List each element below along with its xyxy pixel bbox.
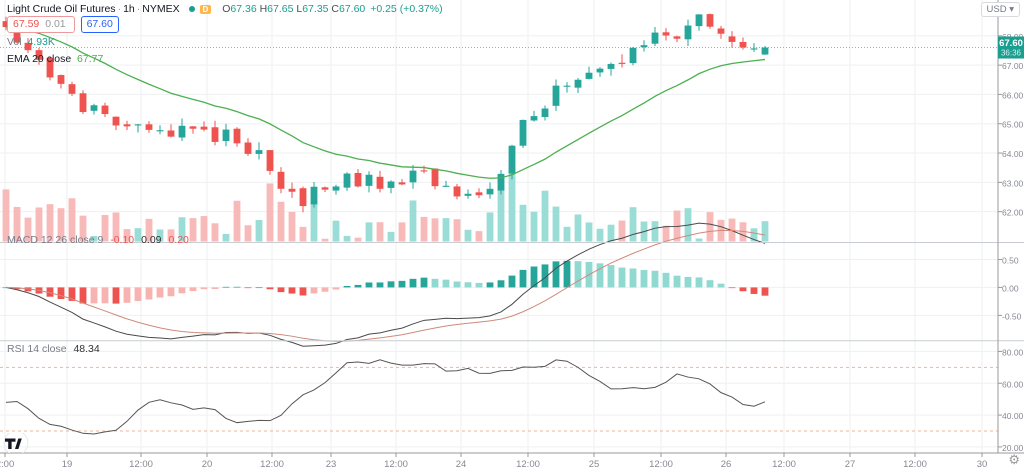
svg-text:67.60: 67.60 <box>999 38 1023 49</box>
svg-text:62.00: 62.00 <box>1002 208 1024 218</box>
svg-text:2:00: 2:00 <box>0 459 14 470</box>
svg-text:12:00: 12:00 <box>772 459 796 470</box>
svg-text:67.00: 67.00 <box>1002 61 1024 71</box>
svg-text:19: 19 <box>62 459 73 470</box>
svg-text:-0.50: -0.50 <box>1002 311 1022 321</box>
svg-text:26: 26 <box>721 459 732 470</box>
svg-text:12:00: 12:00 <box>129 459 153 470</box>
svg-text:65.00: 65.00 <box>1002 120 1024 130</box>
svg-text:0.50: 0.50 <box>1002 255 1019 265</box>
svg-text:12:00: 12:00 <box>260 459 284 470</box>
svg-text:27: 27 <box>845 459 856 470</box>
svg-text:12:00: 12:00 <box>516 459 540 470</box>
svg-text:0.00: 0.00 <box>1002 283 1019 293</box>
svg-text:64.00: 64.00 <box>1002 149 1024 159</box>
svg-text:23: 23 <box>326 459 337 470</box>
svg-text:30: 30 <box>977 459 988 470</box>
svg-text:60.00: 60.00 <box>1002 379 1024 389</box>
svg-text:24: 24 <box>456 459 467 470</box>
svg-text:20: 20 <box>202 459 213 470</box>
svg-text:40.00: 40.00 <box>1002 411 1024 421</box>
svg-text:80.00: 80.00 <box>1002 347 1024 357</box>
svg-text:12:00: 12:00 <box>649 459 673 470</box>
svg-text:63.00: 63.00 <box>1002 178 1024 188</box>
svg-text:66.00: 66.00 <box>1002 90 1024 100</box>
svg-text:12:00: 12:00 <box>384 459 408 470</box>
svg-text:12:00: 12:00 <box>903 459 927 470</box>
svg-text:25: 25 <box>589 459 600 470</box>
svg-text:36:36: 36:36 <box>1001 49 1022 58</box>
